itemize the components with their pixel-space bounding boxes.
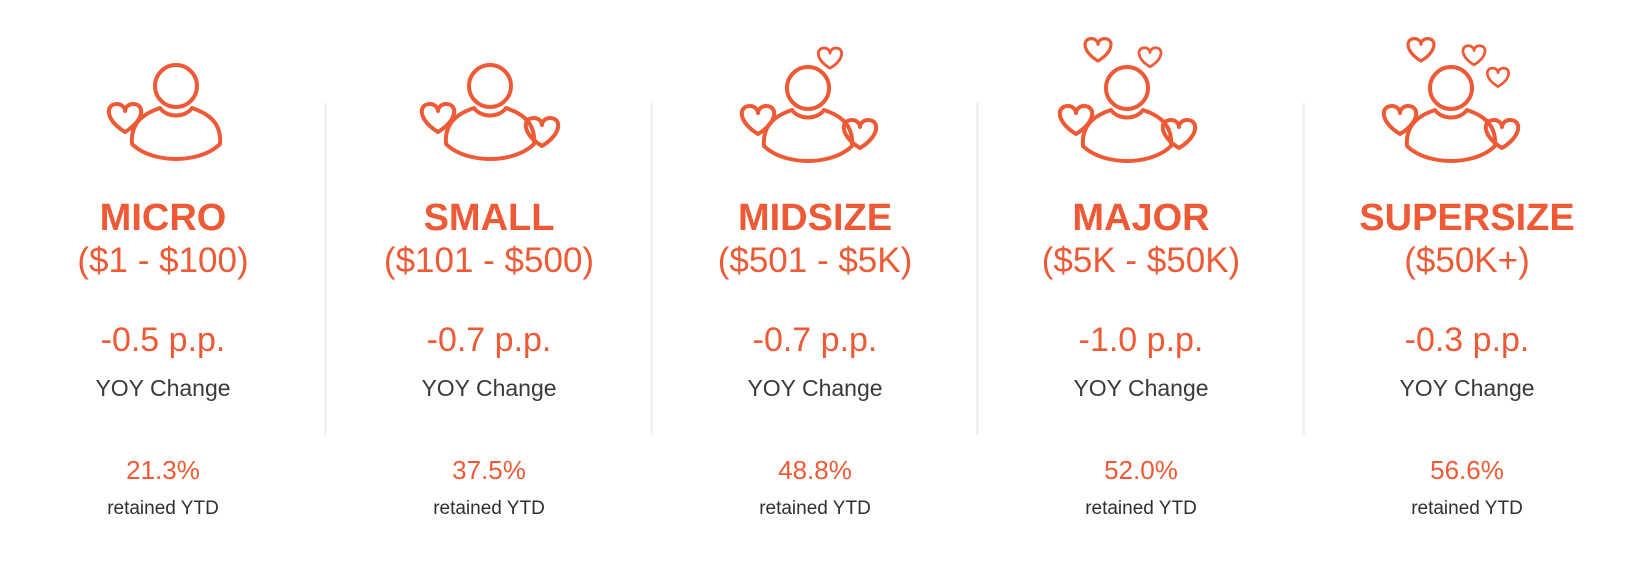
yoy-change-label: YOY Change xyxy=(1073,375,1209,401)
segment-range: ($101 - $500) xyxy=(383,241,595,280)
retained-value: 37.5% xyxy=(452,455,526,485)
segment-title: MICRO xyxy=(99,197,227,239)
segment-major: MAJOR ($5K - $50K) -1.0 p.p. YOY Change … xyxy=(976,0,1304,570)
yoy-change-label: YOY Change xyxy=(95,375,231,401)
yoy-change-label: YOY Change xyxy=(421,375,557,401)
retained-label: retained YTD xyxy=(433,498,545,519)
retained-label: retained YTD xyxy=(1085,498,1197,519)
retained-label: retained YTD xyxy=(107,498,219,519)
segment-range: ($50K+) xyxy=(1404,241,1530,280)
segment-title: MIDSIZE xyxy=(737,197,893,239)
segment-title: SMALL xyxy=(423,197,555,239)
yoy-change-value: -0.5 p.p. xyxy=(100,321,226,359)
retained-value: 52.0% xyxy=(1104,455,1178,485)
segment-range: ($5K - $50K) xyxy=(1041,241,1241,280)
retained-value: 48.8% xyxy=(778,455,852,485)
segment-range: ($1 - $100) xyxy=(77,241,249,280)
retained-value: 21.3% xyxy=(126,455,200,485)
segment-range: ($501 - $5K) xyxy=(717,241,913,280)
retained-label: retained YTD xyxy=(759,498,871,519)
segment-midsize: MIDSIZE ($501 - $5K) -0.7 p.p. YOY Chang… xyxy=(650,0,978,570)
donor-two-hearts-icon xyxy=(326,30,652,170)
yoy-change-label: YOY Change xyxy=(1399,375,1535,401)
segment-small: SMALL ($101 - $500) -0.7 p.p. YOY Change… xyxy=(324,0,652,570)
donor-one-heart-icon xyxy=(0,30,326,170)
yoy-change-label: YOY Change xyxy=(747,375,883,401)
yoy-change-value: -0.7 p.p. xyxy=(426,321,552,359)
segment-micro: MICRO ($1 - $100) -0.5 p.p. YOY Change 2… xyxy=(0,0,326,570)
donor-four-hearts-icon xyxy=(978,30,1304,170)
segment-title: SUPERSIZE xyxy=(1359,197,1575,239)
retained-value: 56.6% xyxy=(1430,455,1504,485)
yoy-change-value: -0.7 p.p. xyxy=(752,321,878,359)
donor-five-hearts-icon xyxy=(1304,30,1630,170)
segment-title: MAJOR xyxy=(1072,197,1210,239)
retained-label: retained YTD xyxy=(1411,498,1523,519)
yoy-change-value: -1.0 p.p. xyxy=(1078,321,1204,359)
segment-supersize: SUPERSIZE ($50K+) -0.3 p.p. YOY Change 5… xyxy=(1302,0,1630,570)
donor-three-hearts-icon xyxy=(652,30,978,170)
yoy-change-value: -0.3 p.p. xyxy=(1404,321,1530,359)
